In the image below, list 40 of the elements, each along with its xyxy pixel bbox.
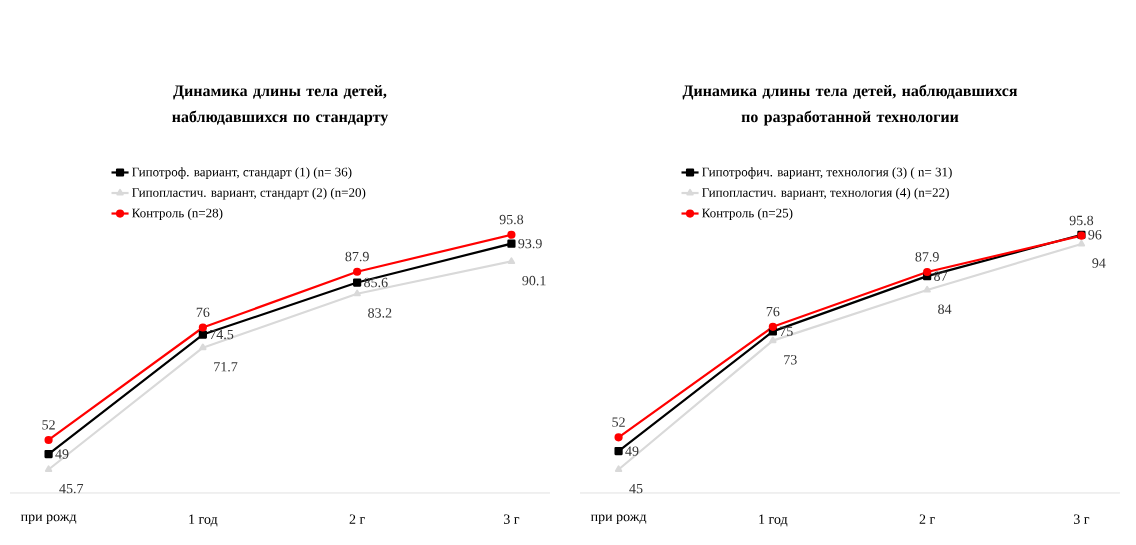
data-label: 52 (42, 420, 55, 430)
data-label: 94 (1092, 258, 1106, 268)
chart-title: Динамика длины тела детей, наблюдавшихся по стандарту (172, 84, 389, 126)
data-label: 87.9 (345, 251, 369, 262)
data-label: 71.7 (214, 362, 238, 372)
data-label: 87.9 (915, 252, 939, 262)
data-label: 45 (629, 483, 643, 494)
x-tick-label: 3 г (1073, 514, 1090, 524)
data-label: 87 (934, 271, 948, 281)
data-label: 45.7 (59, 483, 84, 494)
x-tick-label: 2 г (349, 514, 365, 524)
legend-label: Гипотрофич. вариант, технология (3) ( n= 31) (702, 167, 952, 180)
data-label: 95.8 (499, 214, 524, 225)
data-label: 49 (55, 449, 69, 459)
legend-label: Гипотроф. вариант, стандарт (1) (n= 36) (132, 167, 352, 180)
data-label: 83.2 (368, 308, 392, 318)
x-tick-label: 1 год (759, 514, 788, 527)
legend-label: Гипопластич. вариант, технология (4) (n=22) (702, 187, 949, 200)
data-label: 76 (196, 307, 210, 318)
chart-title: Динамика длины тела детей, наблюдавшихся по разработанной технологии (682, 84, 1018, 126)
data-label: 52 (612, 417, 625, 427)
data-label: 73 (784, 355, 797, 365)
legend-label: Контроль (n=28) (132, 208, 223, 221)
x-tick-label: при рожд (590, 514, 647, 525)
x-tick-label: 1 год (189, 514, 218, 527)
legend-label: Контроль (n=25) (702, 208, 793, 221)
data-label: 95.8 (1069, 215, 1094, 226)
data-label: 90.1 (522, 275, 546, 286)
data-label: 96 (1088, 230, 1102, 240)
x-tick-label: 3 г (503, 514, 520, 524)
x-tick-label: 2 г (919, 514, 935, 524)
data-label: 93.9 (518, 238, 542, 249)
legend-label: Гипопластич. вариант, стандарт (2) (n=20) (132, 187, 366, 200)
data-label: 75 (780, 326, 793, 337)
data-label: 85.6 (364, 277, 388, 288)
data-label: 49 (625, 446, 639, 456)
data-label: 76 (766, 306, 780, 317)
data-label: 74.5 (210, 329, 234, 340)
data-label: 84 (938, 304, 952, 314)
x-tick-label: при рожд (20, 514, 77, 525)
